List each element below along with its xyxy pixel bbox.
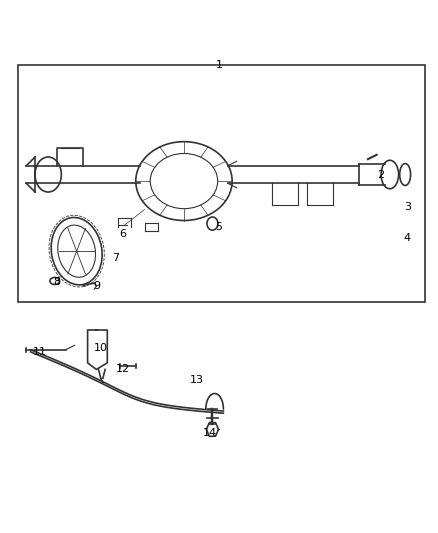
FancyBboxPatch shape <box>18 65 425 302</box>
Text: 11: 11 <box>32 347 46 357</box>
Text: 14: 14 <box>203 428 217 438</box>
Text: 1: 1 <box>215 60 223 70</box>
Text: 3: 3 <box>404 203 411 212</box>
Text: 7: 7 <box>113 253 120 263</box>
Text: 2: 2 <box>378 169 385 180</box>
Text: 13: 13 <box>190 375 204 385</box>
Text: 6: 6 <box>119 229 126 239</box>
Text: 12: 12 <box>116 365 130 374</box>
Text: 10: 10 <box>94 343 108 352</box>
Text: 9: 9 <box>93 281 100 291</box>
Text: 5: 5 <box>215 222 223 232</box>
Text: 4: 4 <box>404 233 411 243</box>
Text: 8: 8 <box>53 277 60 287</box>
